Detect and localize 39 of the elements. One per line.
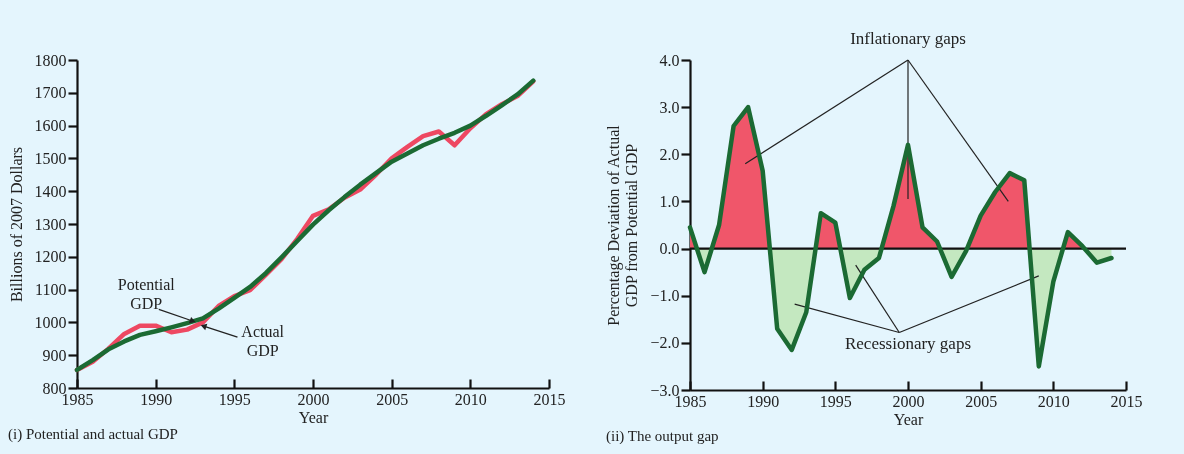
- y-axis-title: Percentage Deviation of Actual GDP from Potential GDP: [605, 124, 641, 326]
- x-axis-title: Year: [298, 408, 329, 426]
- series-label: Potential GDP: [117, 275, 176, 312]
- y-tick-label: 1.0: [659, 192, 680, 210]
- y-tick-label: −2.0: [650, 334, 680, 352]
- x-tick-label: 2010: [1037, 392, 1070, 410]
- y-tick-label: 4.0: [659, 51, 680, 69]
- y-tick-label: 1300: [34, 215, 67, 233]
- y-tick-label: 1200: [34, 248, 67, 266]
- x-tick-label: 1990: [140, 390, 173, 408]
- y-tick-label: 1600: [34, 117, 67, 135]
- y-tick-label: 1700: [34, 84, 67, 102]
- x-tick-label: 1990: [747, 392, 780, 410]
- y-tick-label: 1500: [34, 149, 67, 167]
- x-tick-label: 2005: [376, 390, 409, 408]
- x-tick-label: 2015: [533, 390, 566, 408]
- y-tick-label: −1.0: [650, 287, 680, 305]
- text: (i) Potential and actual GDP: [8, 426, 178, 443]
- y-axis-title: Billions of 2007 Dollars: [7, 146, 25, 303]
- text: Inflationary gaps: [850, 29, 966, 49]
- x-tick-label: 2005: [965, 392, 998, 410]
- y-tick-label: 1000: [34, 313, 67, 331]
- x-tick-label: 1995: [218, 390, 251, 408]
- y-tick-label: 2.0: [659, 145, 680, 163]
- y-tick-label: 900: [42, 346, 67, 364]
- annotation: Recessionary gaps: [844, 333, 972, 353]
- text: (ii) The output gap: [605, 428, 719, 445]
- x-axis-title: Year: [893, 410, 924, 428]
- x-tick-label: 2015: [1110, 392, 1143, 410]
- y-tick-label: 1400: [34, 182, 67, 200]
- y-tick-label: 3.0: [659, 98, 680, 116]
- x-tick-label: 2000: [892, 392, 925, 410]
- x-tick-label: 2000: [297, 390, 330, 408]
- y-tick-label: 1800: [34, 51, 67, 69]
- y-tick-label: 1100: [35, 281, 67, 299]
- x-tick-label: 2010: [454, 390, 487, 408]
- x-tick-label: 1995: [819, 392, 852, 410]
- y-tick-label: 0.0: [659, 240, 680, 258]
- series-label: Actual GDP: [241, 323, 285, 360]
